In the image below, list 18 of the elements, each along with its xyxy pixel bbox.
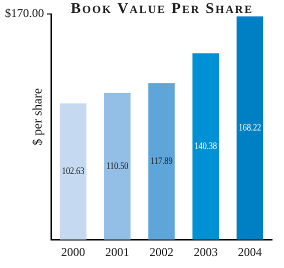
data-label: 102.63 — [62, 165, 85, 176]
x-tick-label: 2002 — [150, 244, 174, 259]
data-label: 140.38 — [194, 140, 218, 152]
x-tick-label: 2004 — [238, 244, 262, 259]
bar — [148, 83, 175, 240]
data-label: 117.89 — [150, 155, 173, 166]
bar — [104, 92, 131, 240]
y-axis-title: $ per share — [29, 88, 44, 146]
y-tick-label: $170.00 — [5, 6, 44, 20]
bar — [192, 53, 219, 240]
bar — [60, 103, 86, 240]
bar — [236, 16, 264, 240]
data-label: 168.22 — [238, 122, 262, 133]
chart-title: Book Value Per Share — [70, 1, 254, 17]
data-label: 110.50 — [106, 160, 129, 172]
x-tick-label: 2001 — [105, 244, 130, 259]
x-tick-label: 2000 — [61, 244, 86, 259]
x-tick-label: 2003 — [194, 244, 218, 259]
